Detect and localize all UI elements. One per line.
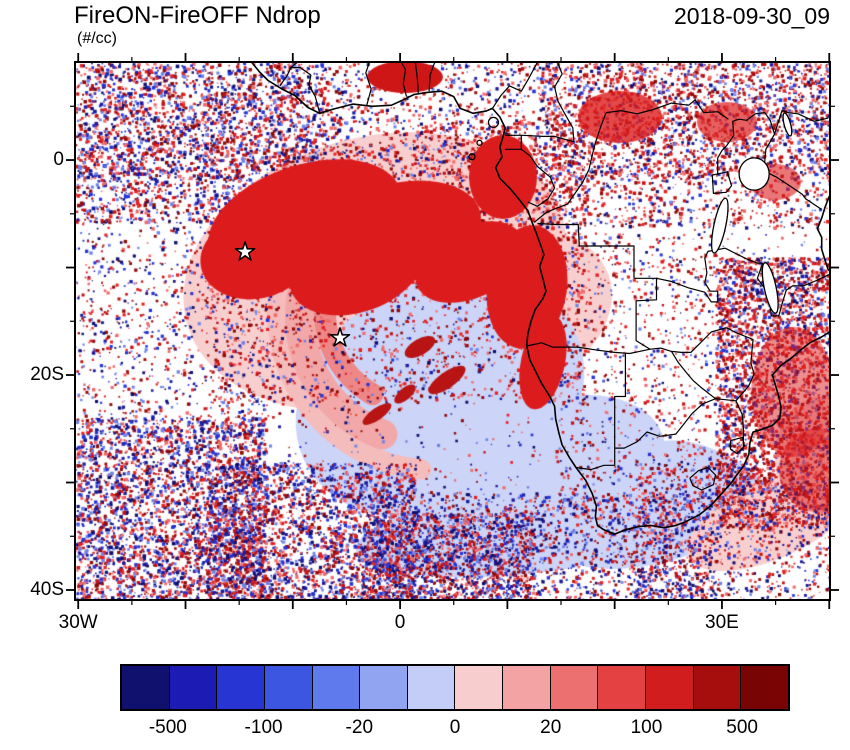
timestamp-label: 2018-09-30_09 bbox=[673, 3, 830, 29]
colorbar-tick-label: -100 bbox=[244, 717, 283, 738]
colorbar bbox=[120, 664, 790, 711]
colorbar-tick-label: 20 bbox=[540, 717, 562, 738]
y-tick-label: 0 bbox=[53, 149, 64, 171]
colorbar-tick-label: 100 bbox=[630, 717, 663, 738]
x-tick-label: 30E bbox=[705, 612, 739, 633]
colorbar-tick-label: 0 bbox=[449, 717, 461, 738]
y-tick-label: 20S bbox=[30, 364, 64, 386]
x-tick-label: 0 bbox=[394, 612, 406, 633]
units-label: (#/cc) bbox=[77, 30, 117, 47]
colorbar-segment bbox=[645, 666, 693, 709]
plot-title: FireON-FireOFF Ndrop bbox=[74, 2, 321, 29]
colorbar-tick-label: -500 bbox=[148, 717, 187, 738]
colorbar-segment bbox=[263, 666, 312, 709]
data-field-canvas bbox=[75, 62, 830, 600]
colorbar-segment bbox=[597, 666, 646, 709]
colorbar-segment bbox=[549, 666, 598, 709]
colorbar-tick-label: -20 bbox=[345, 717, 374, 738]
colorbar-segment bbox=[454, 666, 503, 709]
colorbar-segment bbox=[692, 666, 741, 709]
colorbar-segment bbox=[168, 666, 217, 709]
colorbar-segment bbox=[740, 666, 788, 709]
colorbar-segment bbox=[122, 666, 169, 709]
colorbar-tick-label: 500 bbox=[726, 717, 758, 738]
colorbar-segment bbox=[311, 666, 360, 709]
y-tick-label: 40S bbox=[30, 579, 64, 600]
colorbar-segment bbox=[216, 666, 264, 709]
colorbar-segment bbox=[406, 666, 455, 709]
colorbar-segment bbox=[359, 666, 407, 709]
colorbar-segment bbox=[502, 666, 550, 709]
x-tick-label: 30W bbox=[58, 612, 98, 633]
